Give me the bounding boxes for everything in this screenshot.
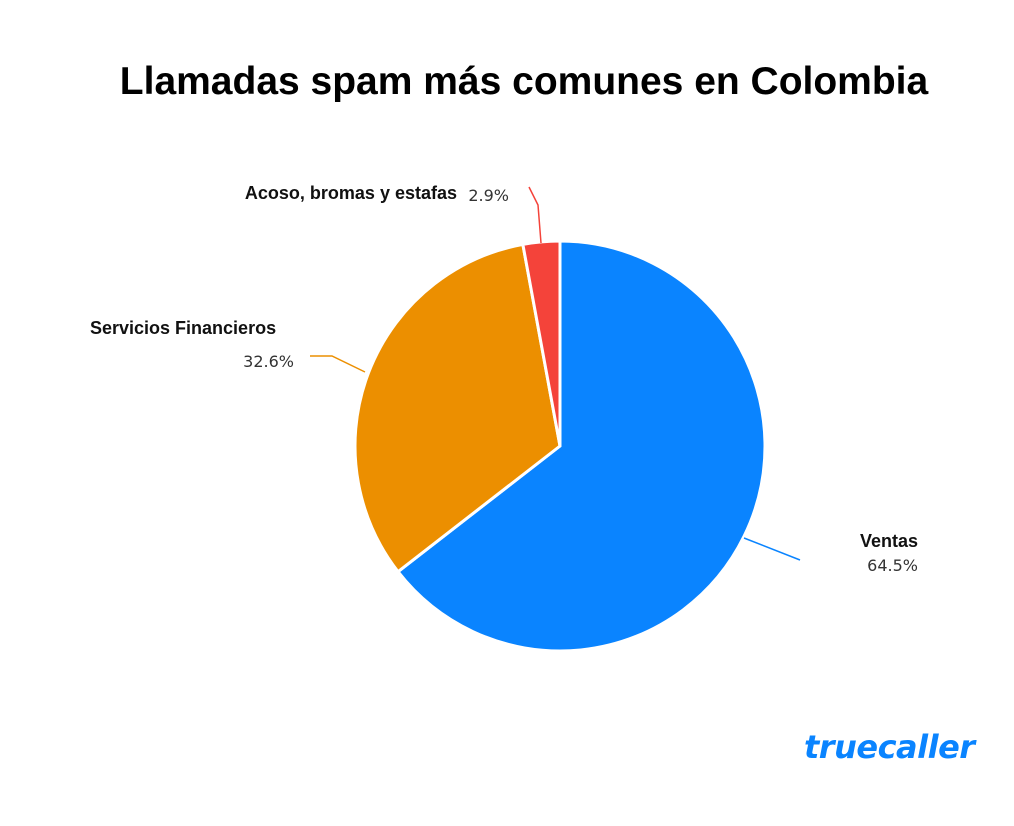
leader-lines (310, 186, 801, 561)
slice-value-0: 64.5% (867, 556, 918, 575)
slice-labels: Ventas 64.5% Servicios Financieros 32.6% Aco… (90, 183, 918, 575)
truecaller-logo: truecaller (804, 728, 975, 766)
slice-value-1: 32.6% (243, 352, 294, 371)
chart-title: Llamadas spam más comunes en Colombia (119, 60, 929, 103)
slice-label-1: Servicios Financieros (90, 318, 276, 338)
leader-line-2 (528, 186, 542, 244)
pie-slice-1 (353, 242, 562, 574)
leader-line-0 (743, 537, 801, 561)
leader-line-1 (310, 355, 366, 373)
slice-label-2: Acoso, bromas y estafas (245, 183, 457, 203)
pie-slice-0 (396, 239, 767, 653)
slice-value-2: 2.9% (468, 186, 509, 205)
slice-label-0: Ventas (860, 531, 918, 551)
pie-slices (353, 239, 767, 653)
